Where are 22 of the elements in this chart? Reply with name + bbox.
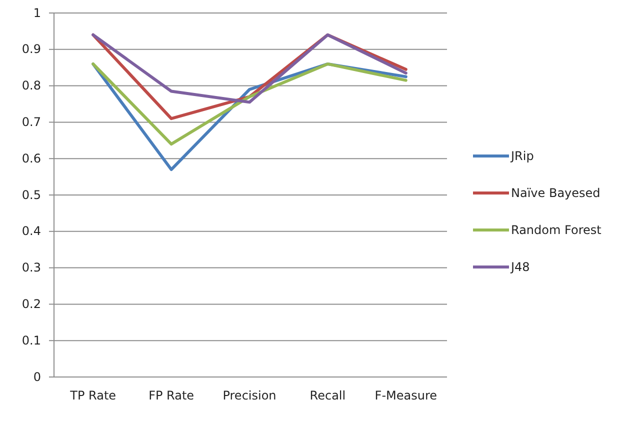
legend-label: JRip	[510, 149, 534, 163]
y-tick-label: 0.3	[22, 260, 41, 275]
legend-label: J48	[510, 260, 530, 274]
x-tick-label: F-Measure	[374, 388, 438, 403]
y-tick-label: 0.6	[22, 151, 41, 166]
line-series	[92, 62, 408, 146]
y-tick-label: 0.7	[22, 115, 41, 130]
x-tick-label: Recall	[310, 388, 346, 403]
x-tick-label: TP Rate	[69, 388, 116, 403]
x-tick-label: FP Rate	[148, 388, 194, 403]
legend-label: Random Forest	[511, 223, 602, 237]
y-tick-label: 0.9	[22, 42, 41, 56]
y-tick-label: 0.5	[22, 188, 41, 202]
x-tick-label: Precision	[222, 388, 276, 403]
legend-label: Naïve Bayesed	[511, 186, 600, 200]
y-tick-label: 0.2	[22, 297, 41, 312]
y-tick-label: 1	[33, 6, 41, 20]
y-tick-label: 0.8	[22, 78, 41, 93]
line-series	[92, 33, 408, 104]
y-tick-label: 0.4	[22, 224, 41, 238]
y-tick-label: 0.1	[22, 333, 41, 348]
y-tick-label: 0	[33, 370, 41, 384]
